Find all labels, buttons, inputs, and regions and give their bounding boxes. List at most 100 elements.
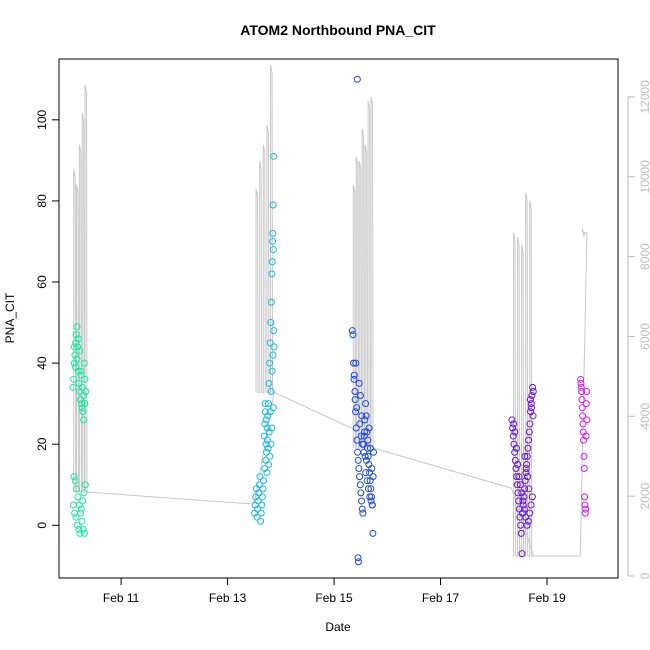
x-tick-label: Feb 17 (422, 591, 460, 605)
data-point (266, 359, 274, 367)
data-point (367, 485, 375, 493)
x-tick-label: Feb 15 (315, 591, 353, 605)
secondary-y-axis: 0 2000 4000 6000 8000 10000 12000 (627, 80, 650, 579)
secondary-baseline (87, 232, 588, 557)
data-point (359, 509, 367, 517)
y2-tick-label: 6000 (638, 323, 650, 350)
data-point (354, 554, 362, 562)
data-point (362, 412, 370, 420)
data-point (256, 473, 264, 481)
data-point (369, 473, 377, 481)
data-point (268, 424, 276, 432)
y-tick-label: 80 (35, 194, 49, 208)
data-point (69, 501, 77, 509)
data-point (75, 501, 83, 509)
data-point (262, 440, 270, 448)
data-point (367, 497, 375, 505)
data-point (521, 477, 529, 485)
data-point (522, 465, 530, 473)
data-point (362, 400, 370, 408)
data-point (356, 481, 364, 489)
data-point (523, 460, 531, 468)
data-point (270, 327, 278, 335)
data-point (521, 452, 529, 460)
data-point (259, 485, 267, 493)
data-point (352, 359, 360, 367)
data-point (255, 481, 263, 489)
data-point (524, 444, 532, 452)
data-point (71, 351, 79, 359)
data-point (263, 469, 271, 477)
data-point (523, 473, 531, 481)
data-point (258, 501, 266, 509)
data-point (270, 152, 278, 160)
data-point (73, 521, 81, 529)
data-point (255, 489, 263, 497)
data-point (513, 481, 521, 489)
data-point (583, 387, 591, 395)
data-point (581, 509, 589, 517)
data-point (253, 513, 261, 521)
data-point (356, 420, 364, 428)
data-point (358, 440, 366, 448)
data-point (80, 392, 88, 400)
data-point (71, 477, 79, 485)
data-point (355, 379, 363, 387)
data-point (350, 371, 358, 379)
data-point (269, 404, 277, 412)
data-point (350, 359, 358, 367)
data-point (355, 465, 363, 473)
y-tick-label: 60 (35, 275, 49, 289)
data-point (509, 424, 517, 432)
data-point (260, 477, 268, 485)
data-point (523, 452, 531, 460)
data-point (579, 412, 587, 420)
data-point (351, 387, 359, 395)
data-point (511, 428, 519, 436)
secondary-spike-group (73, 84, 88, 493)
data-point (581, 501, 589, 509)
data-point (527, 400, 535, 408)
data-point (582, 505, 590, 513)
data-point (512, 444, 520, 452)
data-point (364, 452, 372, 460)
data-point (364, 485, 372, 493)
data-point (508, 416, 516, 424)
data-point (512, 465, 520, 473)
data-point (577, 375, 585, 383)
data-point (349, 331, 357, 339)
data-point (265, 460, 273, 468)
data-point (514, 460, 522, 468)
data-point (368, 465, 376, 473)
data-point (356, 473, 364, 481)
data-point (76, 347, 84, 355)
data-point (361, 452, 369, 460)
data-point (368, 501, 376, 509)
x-tick-label: Feb 19 (528, 591, 566, 605)
data-point (268, 258, 276, 266)
data-point (362, 469, 370, 477)
data-point (348, 327, 356, 335)
data-point (529, 383, 537, 391)
data-point (73, 323, 81, 331)
data-point (81, 481, 89, 489)
secondary-spike-group (255, 64, 275, 393)
data-point (520, 493, 528, 501)
data-point (357, 489, 365, 497)
data-point (70, 375, 78, 383)
data-point (265, 379, 273, 387)
secondary-spike-group (513, 192, 534, 557)
data-point (75, 525, 83, 533)
data-point (369, 529, 377, 537)
data-point (516, 481, 524, 489)
data-point (73, 485, 81, 493)
data-point (70, 473, 78, 481)
data-point (527, 501, 535, 509)
data-point (362, 456, 370, 464)
data-point (363, 428, 371, 436)
data-point (365, 424, 373, 432)
data-point (580, 452, 588, 460)
data-point (77, 505, 85, 513)
data-point (267, 440, 275, 448)
